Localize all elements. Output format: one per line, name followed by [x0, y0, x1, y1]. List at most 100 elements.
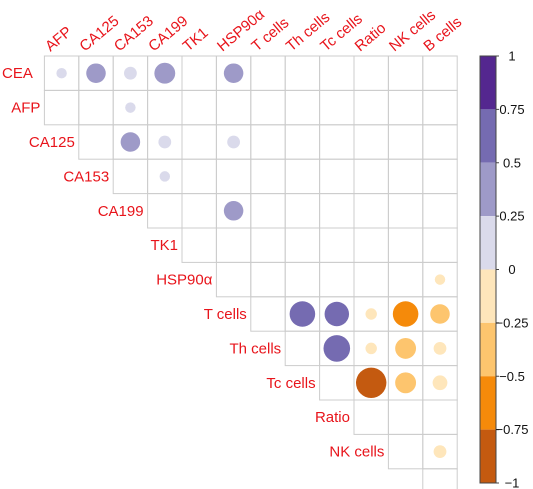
- grid-cell: [147, 193, 183, 229]
- grid-cell: [284, 158, 321, 195]
- grid-cell: [250, 89, 286, 126]
- grid-cell: [353, 55, 389, 91]
- grid-cell: [78, 124, 114, 160]
- corr-circle-th-cells-nk-cells: [395, 337, 417, 359]
- grid-cell: [147, 89, 183, 126]
- row-label-tc-cells: Tc cells: [266, 375, 315, 392]
- grid-cell: [387, 124, 424, 160]
- corr-circle-t-cells-nk-cells: [392, 301, 419, 327]
- corr-circle-ca125-ca199: [158, 135, 172, 149]
- corr-circle-t-cells-th-cells: [289, 301, 316, 327]
- corr-circle-cea-ca199: [154, 62, 176, 84]
- row-label-th-cells: Th cells: [230, 340, 282, 357]
- grid-cell: [422, 55, 458, 91]
- corr-circle-t-cells-b-cells: [430, 304, 450, 324]
- grid-cell: [422, 468, 458, 489]
- corr-circle-hsp90-b-cells: [434, 274, 446, 285]
- colorbar-tick-label: 0.25: [499, 209, 524, 224]
- grid-cell: [319, 261, 355, 298]
- grid-cell: [422, 227, 458, 263]
- grid-cell: [319, 227, 355, 263]
- grid-cell: [284, 330, 321, 367]
- corr-circle-ca199-hsp90: [223, 201, 244, 221]
- grid-cell: [112, 158, 149, 195]
- row-label-nk-cells: NK cells: [329, 444, 384, 461]
- grid-cell: [353, 124, 389, 160]
- colorbar-band: [480, 216, 496, 270]
- grid-cell: [319, 193, 355, 229]
- colorbar-tick-label: −0.25: [496, 315, 529, 330]
- colorbar-band: [480, 109, 496, 163]
- corr-circle-ca125-hsp90: [227, 135, 240, 149]
- grid-cell: [284, 227, 321, 263]
- corr-circle-t-cells-ratio: [365, 308, 377, 320]
- colorbar-band: [480, 429, 496, 483]
- grid-cell: [353, 193, 389, 229]
- grid-cell: [215, 158, 252, 195]
- grid-cell: [422, 399, 458, 435]
- corr-circle-cea-ca153: [124, 66, 137, 80]
- grid-cell: [43, 89, 80, 126]
- grid-cell: [215, 89, 252, 126]
- colorbar-tick-label: 0.5: [503, 155, 521, 170]
- row-label-ca199: CA199: [98, 203, 144, 220]
- row-label-ca153: CA153: [63, 168, 109, 185]
- grid-cell: [250, 261, 286, 298]
- grid-cell: [387, 261, 424, 298]
- row-label-ratio: Ratio: [315, 409, 350, 426]
- corr-circle-th-cells-b-cells: [433, 342, 447, 355]
- colorbar-band: [480, 376, 496, 430]
- grid-cell: [284, 55, 321, 91]
- grid-cell: [387, 89, 424, 126]
- colorbar-band: [480, 162, 496, 217]
- grid-cell: [181, 227, 217, 263]
- grid-cell: [284, 193, 321, 229]
- corr-circle-cea-afp: [56, 67, 67, 79]
- grid-cell: [181, 193, 217, 229]
- grid-cell: [284, 89, 321, 126]
- grid-cell: [387, 55, 424, 91]
- top-label-afp: AFP: [42, 23, 75, 55]
- grid-cell: [215, 227, 252, 263]
- grid-cell: [250, 55, 286, 91]
- grid-cell: [181, 124, 217, 160]
- grid-cell: [422, 158, 458, 195]
- grid-cell: [78, 89, 114, 126]
- colorbar-tick-label: 1: [508, 49, 515, 64]
- grid-cell: [387, 227, 424, 263]
- grid-cell: [353, 261, 389, 298]
- colorbar-band: [480, 322, 496, 377]
- grid: [43, 55, 458, 489]
- colorbar-tick-label: 0: [508, 262, 515, 277]
- grid-cell: [422, 89, 458, 126]
- row-label-hsp90: HSP90α: [156, 272, 213, 289]
- grid-cell: [215, 261, 252, 298]
- corr-circle-ca153-ca199: [159, 171, 171, 182]
- grid-cell: [353, 399, 389, 435]
- grid-cell: [250, 296, 286, 332]
- grid-cell: [319, 124, 355, 160]
- grid-cell: [387, 193, 424, 229]
- corr-circle-t-cells-tc-cells: [324, 301, 350, 327]
- grid-cell: [250, 193, 286, 229]
- row-label-cea: CEA: [2, 65, 33, 82]
- colorbar-tick-label: −0.5: [499, 369, 525, 384]
- row-label-ca125: CA125: [29, 134, 75, 151]
- grid-cell: [319, 55, 355, 91]
- colorbar-band: [480, 269, 496, 323]
- grid-cell: [353, 89, 389, 126]
- colorbar: 1 0.75 0.5 0.25 0 −0.25 −0.5 −0.75 −1: [479, 49, 529, 489]
- corr-circle-tc-cells-ratio: [355, 367, 387, 399]
- corr-circle-tc-cells-nk-cells: [395, 372, 417, 394]
- colorbar-tick-label: −0.75: [496, 422, 529, 437]
- grid-cell: [319, 158, 355, 195]
- grid-cell: [387, 433, 424, 470]
- corr-circle-cea-hsp90: [223, 63, 244, 83]
- corr-circle-nk-cells-b-cells: [433, 445, 447, 458]
- colorbar-tick-label: 0.75: [499, 102, 524, 117]
- row-label-tk1: TK1: [150, 237, 178, 254]
- grid-cell: [181, 158, 217, 195]
- grid-cell: [319, 365, 355, 401]
